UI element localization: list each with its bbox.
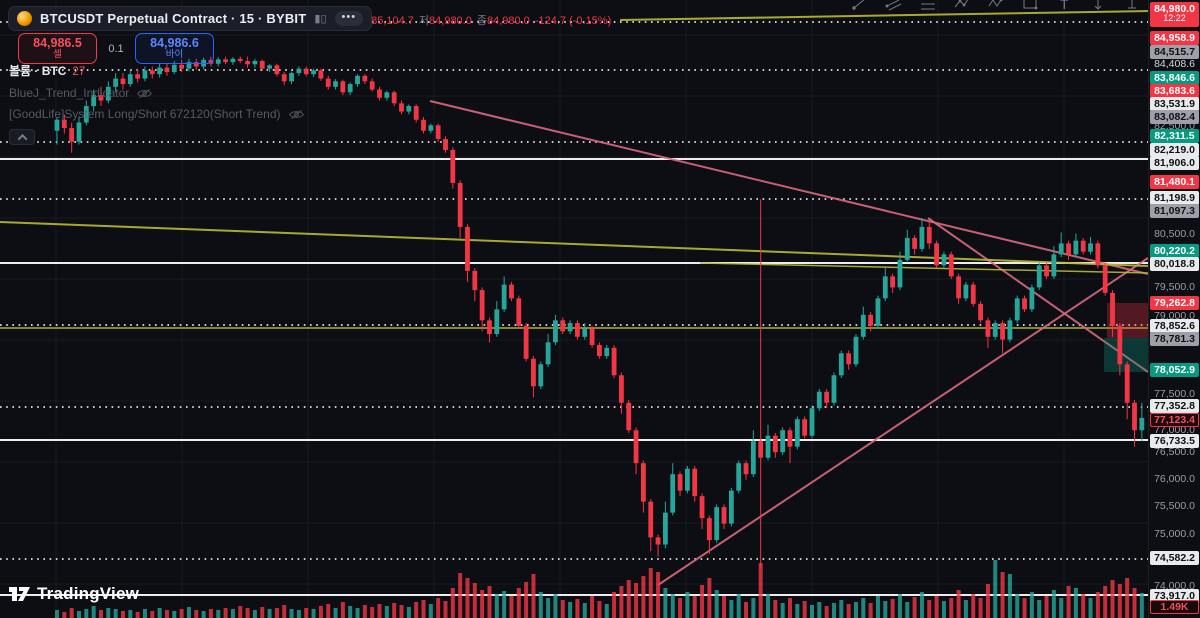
symbol-title[interactable]: BTCUSDT Perpetual Contract · 15 · BYBIT <box>40 11 307 26</box>
price-label: 80,018.8 <box>1150 257 1199 271</box>
price-label: 82,311.5 <box>1150 129 1199 143</box>
long-position-icon[interactable] <box>1088 0 1108 12</box>
bybit-logo-icon <box>17 11 32 26</box>
buy-button[interactable]: 84,986.6 바이 <box>135 33 214 64</box>
low-label: 저 <box>418 15 430 27</box>
low-value: 84,980.0 <box>429 15 472 27</box>
sell-label: 셀 <box>53 48 62 60</box>
more-options-button[interactable]: ••• <box>334 11 364 26</box>
price-label: 73,917.0 <box>1150 589 1199 603</box>
price-label: 82,219.0 <box>1150 143 1199 157</box>
price-label: 80,220.2 <box>1150 244 1199 258</box>
price-label: 77,500.0 <box>1154 388 1195 400</box>
sell-button[interactable]: 84,986.5 셀 <box>18 33 97 64</box>
price-label: 83,082.4 <box>1150 110 1199 124</box>
price-label: 81,906.0 <box>1150 156 1199 170</box>
tradingview-wordmark: TradingView <box>37 584 140 603</box>
price-label: 76,000.0 <box>1154 473 1195 485</box>
buy-price: 84,986.6 <box>150 35 199 50</box>
indicator-row-bluej[interactable]: BlueJ_Trend_Indicator <box>9 86 305 100</box>
price-label: 84,515.7 <box>1150 45 1199 59</box>
price-label: 81,198.9 <box>1150 191 1199 205</box>
price-label: 76,500.0 <box>1154 446 1195 458</box>
price-label: 81,097.3 <box>1150 204 1199 218</box>
fib-lines-icon[interactable] <box>918 0 938 12</box>
last-price-label: 77,123.4 <box>1150 413 1199 427</box>
price-label: 83,846.6 <box>1150 71 1199 85</box>
price-label: 79,262.8 <box>1150 296 1199 310</box>
price-label: 76,733.5 <box>1150 434 1199 448</box>
chart-style-icon[interactable]: ▮▯ <box>314 13 327 25</box>
trend-line-icon[interactable] <box>850 0 870 12</box>
price-label: 84,958.9 <box>1150 31 1199 45</box>
price-scale[interactable]: 84,980.0 12:22 84,958.9 84,515.7 84,408.6 83,… <box>1148 0 1200 618</box>
price-label: 78,052.9 <box>1150 363 1199 377</box>
volume-label: 1.49K <box>1150 600 1199 614</box>
eye-off-icon[interactable] <box>288 108 305 121</box>
price-label: 81,480.1 <box>1150 175 1199 189</box>
price-label: 77,352.8 <box>1150 399 1199 413</box>
chart-plot-area[interactable] <box>0 0 1148 618</box>
price-label: 75,000.0 <box>1154 528 1195 540</box>
close-value: 84,980.0 <box>486 15 530 27</box>
rectangle-tool-icon[interactable] <box>1020 0 1040 12</box>
text-tool-icon[interactable]: T <box>1054 0 1074 12</box>
indicator-row-goodlife[interactable]: [GoodLife]System Long/Short 672120(Short… <box>9 107 305 121</box>
volume-layer <box>55 560 1144 618</box>
indicator-goodlife-name: [GoodLife]System Long/Short 672120(Short… <box>9 107 281 121</box>
eye-off-icon[interactable] <box>136 87 153 100</box>
tradingview-watermark[interactable]: TradingView <box>8 584 139 604</box>
change-value: -124.7 (-0.15%) <box>534 15 612 27</box>
price-label: 78,852.6 <box>1150 319 1199 333</box>
price-label: 78,781.3 <box>1150 332 1199 346</box>
drawing-toolbar: T <box>850 0 1142 12</box>
volume-legend-value: 27 <box>72 66 86 78</box>
price-label: 77,000.0 <box>1154 424 1195 436</box>
wave-tool-icon[interactable] <box>952 0 972 12</box>
legend-collapse-button[interactable] <box>9 129 35 145</box>
candlestick-plot[interactable] <box>0 0 1148 618</box>
price-label: 83,683.6 <box>1150 84 1199 98</box>
price-label: 74,582.2 <box>1150 551 1199 565</box>
indicator-bluej-name: BlueJ_Trend_Indicator <box>9 86 130 100</box>
buy-label: 바이 <box>165 48 184 60</box>
price-label: 84,408.6 <box>1154 58 1195 70</box>
close-label: 종 <box>476 15 487 27</box>
spread-value: 0.1 <box>108 42 124 55</box>
svg-text:T: T <box>1060 0 1069 12</box>
indicator-legend: 볼륨 · BTC 27 BlueJ_Trend_Indicator [GoodLi… <box>9 62 305 145</box>
price-label: 75,500.0 <box>1154 500 1195 512</box>
high-value: 85,104.7 <box>371 15 414 27</box>
price-label: 79,500.0 <box>1154 281 1195 293</box>
candles-layer <box>54 56 1145 568</box>
pattern-tool-icon[interactable] <box>986 0 1006 12</box>
volume-legend-row[interactable]: 볼륨 · BTC 27 <box>9 62 305 79</box>
countdown-timer: 12:22 <box>1163 13 1186 23</box>
sell-price: 84,986.5 <box>33 35 82 50</box>
chevron-up-icon <box>17 133 27 144</box>
price-label: 83,531.9 <box>1150 97 1199 111</box>
tradingview-logo-icon <box>9 586 30 601</box>
price-label: 80,500.0 <box>1154 228 1195 240</box>
trade-widget: 84,986.5 셀 0.1 84,986.6 바이 <box>18 33 214 64</box>
trendlines-layer <box>0 10 1148 586</box>
symbol-header[interactable]: BTCUSDT Perpetual Contract · 15 · BYBIT … <box>8 6 373 31</box>
parallel-channel-icon[interactable] <box>884 0 904 12</box>
price-label: 84,980.0 12:22 <box>1150 2 1199 27</box>
measure-tool-icon[interactable] <box>1122 0 1142 12</box>
volume-legend-title: 볼륨 · BTC <box>9 64 67 78</box>
